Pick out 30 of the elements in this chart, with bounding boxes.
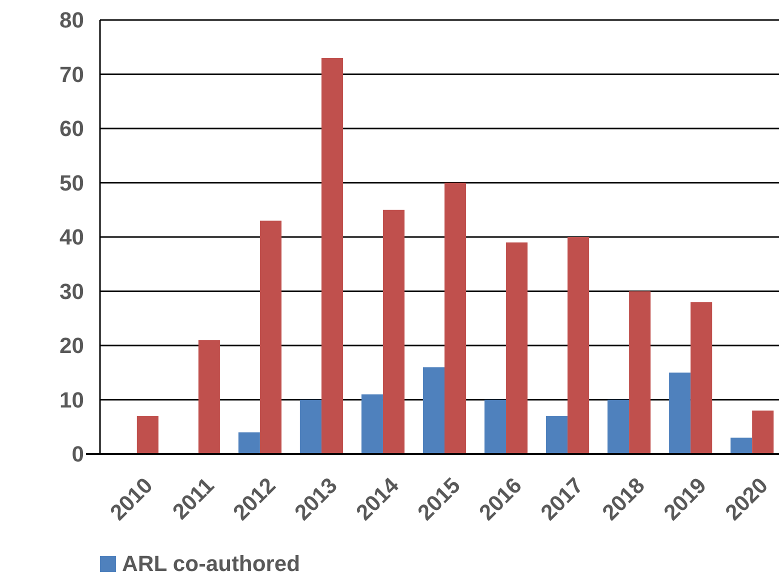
bar — [321, 58, 343, 454]
bar — [568, 237, 590, 454]
y-tick-label: 60 — [60, 116, 84, 142]
y-tick-label: 70 — [60, 62, 84, 87]
bar — [690, 302, 712, 454]
bar — [669, 372, 691, 454]
y-tick-label: 20 — [60, 333, 84, 358]
y-tick-label: 80 — [60, 8, 84, 33]
legend-label: ARL co-authored — [122, 551, 300, 576]
y-tick-label: 0 — [72, 442, 84, 467]
y-tick-label: 10 — [60, 387, 84, 412]
bar — [300, 400, 322, 454]
bar — [506, 242, 528, 454]
y-tick-label: 30 — [60, 278, 84, 304]
bar — [361, 394, 383, 454]
bar — [136, 416, 158, 454]
y-tick-label: 40 — [60, 224, 84, 250]
bar — [629, 291, 651, 454]
bar — [608, 400, 630, 454]
bar — [198, 340, 220, 454]
bar — [422, 367, 444, 454]
bar — [444, 182, 466, 454]
bar — [730, 438, 752, 454]
bar — [382, 210, 405, 454]
bar — [238, 432, 260, 454]
bar — [752, 410, 774, 454]
bar — [546, 416, 568, 454]
y-tick-label: 50 — [60, 170, 84, 196]
bar — [484, 400, 506, 454]
bar — [260, 220, 282, 454]
